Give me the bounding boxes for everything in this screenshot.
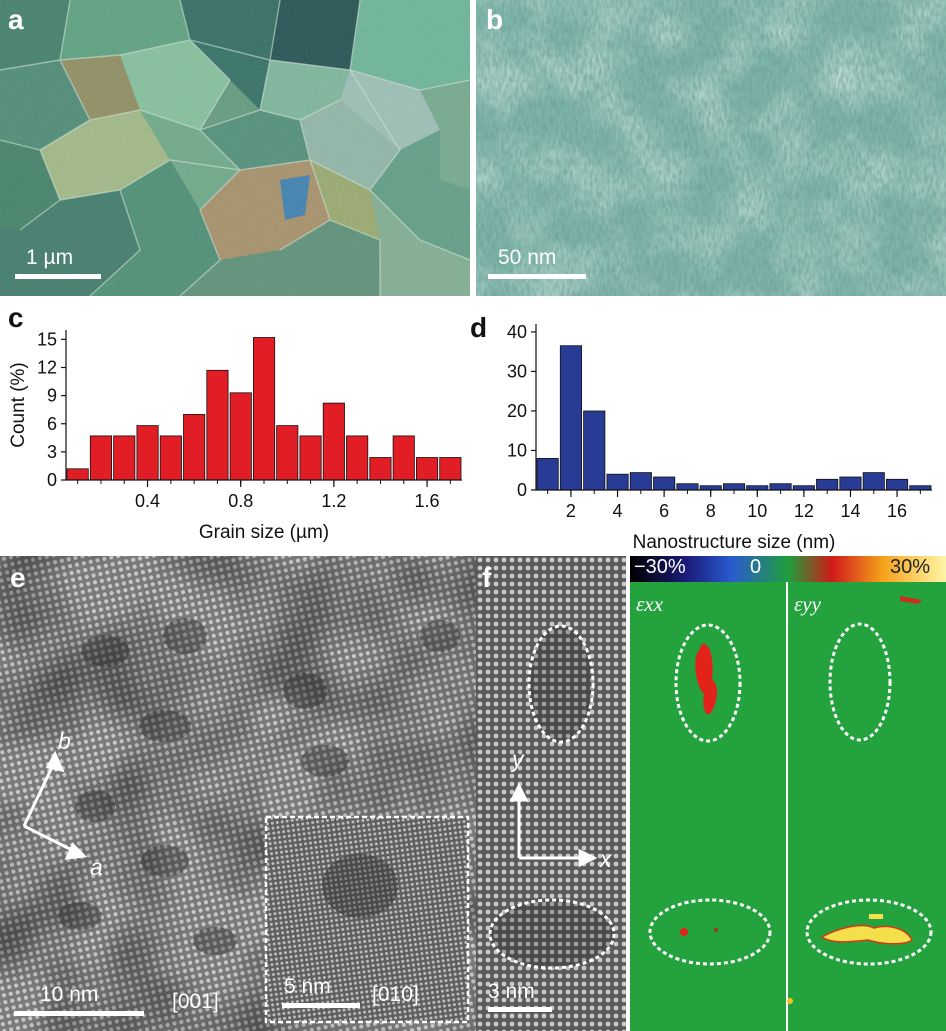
histogram-bar: [229, 392, 252, 481]
y-tick-label: 12: [37, 358, 57, 378]
x-tick-label: 1.2: [321, 491, 346, 511]
y-tick-label: 15: [37, 329, 57, 349]
histogram-bar: [369, 457, 392, 481]
histogram-bar: [792, 485, 815, 491]
strain-analysis-figure: [476, 556, 946, 1031]
nanostructure-size-histogram: 0 10 20 30 40 2 4 6 8 10 12 14 16 Nanostructure size …: [507, 322, 932, 552]
x-axis-label: Nanostructure size (nm): [633, 532, 836, 552]
x-tick-label: 0.8: [228, 491, 253, 511]
histogram-bar: [769, 483, 792, 491]
histogram-bar: [862, 472, 885, 491]
panel-a: a 1 µm: [0, 0, 470, 296]
histogram-bar: [816, 478, 839, 491]
histogram-bar: [392, 435, 415, 481]
panel-letter-a: a: [8, 4, 24, 35]
histogram-bar: [676, 483, 699, 491]
panel-letter-e: e: [10, 562, 26, 593]
scale-bar-label-e: 10 nm: [40, 983, 99, 1006]
x-tick-label: 8: [706, 501, 716, 521]
histogram-bar: [839, 476, 862, 491]
scale-bar-b: [488, 274, 586, 279]
panel-letter-c: c: [8, 302, 24, 333]
histogram-bar: [183, 414, 206, 481]
histogram-bar: [276, 425, 299, 481]
strain-map-label-exx: εxx: [636, 592, 663, 616]
axis-label-b: b: [58, 728, 71, 754]
x-tick-label: 1.6: [415, 491, 440, 511]
histogram-bar: [629, 472, 652, 491]
inset-scale-bar-label: 5 nm: [284, 975, 331, 998]
histogram-bar: [299, 435, 322, 481]
histogram-bar: [439, 457, 462, 481]
x-tick-label: 16: [887, 501, 907, 521]
histogram-bar: [699, 485, 722, 491]
grain-size-histogram: 0 3 6 9 12 15 0.4 0.8 1.2 1.6 Grain size (µm) Count…: [8, 329, 462, 543]
scale-bar-a: [15, 274, 101, 279]
y-tick-label: 40: [507, 322, 527, 342]
panel-e: e b a 10 nm [001] 5 nm [010]: [0, 556, 476, 1031]
histogram-bar: [909, 485, 932, 491]
scale-bar-label-f: 3 nm: [488, 980, 535, 1003]
histogram-bar: [206, 369, 229, 481]
histogram-bar: [415, 457, 439, 481]
hrtem-lattice-image: [0, 556, 476, 1031]
histogram-bar: [653, 476, 676, 491]
histogram-bar: [606, 473, 629, 491]
histogram-bar: [89, 435, 113, 481]
x-tick-label: 2: [566, 501, 576, 521]
colorbar-mid-label: 0: [750, 556, 762, 578]
histogram-bar: [159, 435, 182, 481]
y-tick-label: 30: [507, 361, 527, 381]
strain-map-label-eyy: εyy: [794, 592, 821, 616]
histogram-bar: [885, 478, 909, 491]
x-tick-label: 14: [840, 501, 860, 521]
axis-label-a: a: [90, 854, 103, 880]
y-tick-label: 0: [517, 480, 527, 500]
x-axis-label: Grain size (µm): [199, 522, 329, 543]
histogram-bar: [252, 337, 276, 481]
x-tick-label: 12: [794, 501, 814, 521]
y-tick-label: 3: [47, 442, 57, 462]
y-tick-label: 10: [507, 440, 527, 460]
y-tick-label: 9: [47, 386, 57, 406]
inset-zone-axis-label: [010]: [372, 983, 419, 1006]
panel-letter-b: b: [486, 4, 504, 35]
histogram-bar: [66, 468, 89, 481]
histogram-bar: [536, 457, 559, 491]
axis-label-y: y: [512, 746, 524, 772]
scale-bar-label-a: 1 µm: [26, 246, 74, 269]
panel-letter-f: f: [482, 562, 492, 593]
panel-b: b 50 nm: [476, 0, 946, 296]
histogram-bar: [136, 425, 159, 481]
histogram-bar: [746, 485, 769, 491]
histogram-bar: [559, 345, 583, 491]
x-tick-label: 6: [659, 501, 669, 521]
y-tick-label: 20: [507, 401, 527, 421]
x-tick-label: 0.4: [135, 491, 160, 511]
colorbar-max-label: 30%: [890, 556, 931, 578]
y-tick-label: 0: [47, 470, 57, 490]
colorbar-min-label: −30%: [634, 556, 686, 578]
histogram-bar: [322, 402, 345, 481]
x-tick-label: 4: [613, 501, 623, 521]
scale-bar-label-b: 50 nm: [498, 246, 557, 269]
histogram-bar: [346, 435, 369, 481]
grain-micrograph: [0, 0, 470, 296]
axis-label-x: x: [600, 846, 612, 872]
y-axis-label: Count (%): [8, 362, 29, 448]
histogram-bar: [113, 435, 136, 481]
panel-letter-d: d: [470, 312, 488, 343]
nanostructure-micrograph: [476, 0, 946, 296]
zone-axis-label-e: [001]: [172, 990, 219, 1013]
x-tick-label: 10: [747, 501, 767, 521]
inset-image: [264, 815, 470, 1024]
panel-f: f y x 3 nm −30% 0 30% εxx εyy: [476, 556, 946, 1031]
histogram-bar: [722, 483, 746, 491]
y-tick-label: 6: [47, 414, 57, 434]
histogram-bar: [583, 410, 606, 491]
